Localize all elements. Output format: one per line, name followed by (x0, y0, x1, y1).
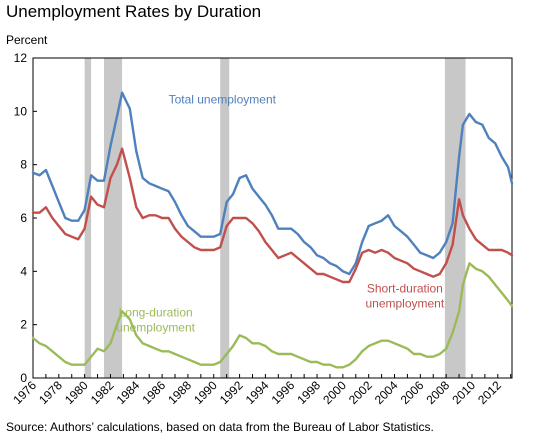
x-tick-label: 1976 (10, 378, 39, 407)
x-tick-label: 2004 (372, 378, 401, 407)
series-line-2 (31, 262, 514, 369)
series-annotation-line: Total unemployment (169, 92, 277, 106)
x-tick-label: 1988 (165, 378, 194, 407)
x-tick-label: 2010 (449, 378, 478, 407)
series-annotation-line: Long-duration (119, 306, 193, 320)
x-tick-label: 1980 (62, 378, 91, 407)
series-annotation-2: Long-duration unemployment (116, 306, 195, 335)
y-tick-label: 0 (20, 371, 27, 385)
y-tick-label: 6 (20, 211, 27, 225)
recession-band-2 (220, 58, 230, 378)
x-tick-label: 2002 (346, 378, 375, 407)
y-axis-unit-label: Percent (6, 33, 48, 47)
series-line-1 (31, 147, 514, 284)
chart-title: Unemployment Rates by Duration (6, 2, 262, 21)
series-annotation-line: unemployment (116, 321, 195, 335)
x-tick-label: 1982 (88, 378, 117, 407)
x-tick-label: 2012 (475, 378, 504, 407)
x-tick-label: 1990 (191, 378, 220, 407)
x-tick-label: 2008 (423, 378, 452, 407)
x-tick-label: 1998 (294, 378, 323, 407)
series-annotation-line: Short-duration (367, 282, 443, 296)
series-annotation-0: Total unemployment (169, 92, 277, 106)
x-tick-label: 1978 (36, 378, 65, 407)
y-tick-label: 12 (14, 51, 28, 65)
y-tick-label: 4 (20, 264, 27, 278)
y-tick-label: 2 (20, 318, 27, 332)
y-tick-label: 10 (14, 104, 28, 118)
x-tick-label: 1986 (139, 378, 168, 407)
x-tick-label: 1996 (269, 378, 298, 407)
recession-band-1 (104, 58, 123, 378)
x-tick-label: 1984 (114, 378, 143, 407)
source-note: Source: Authors’ calculations, based on … (6, 420, 434, 434)
x-tick-label: 1994 (243, 378, 272, 407)
y-tick-label: 8 (20, 158, 27, 172)
x-tick-label: 2006 (398, 378, 427, 407)
series-annotation-line: unemployment (365, 297, 444, 311)
x-tick-label: 1992 (217, 378, 246, 407)
series-line-0 (31, 91, 514, 276)
recession-band-3 (444, 58, 466, 378)
series-annotation-1: Short-duration unemployment (365, 282, 444, 311)
x-tick-label: 2000 (320, 378, 349, 407)
